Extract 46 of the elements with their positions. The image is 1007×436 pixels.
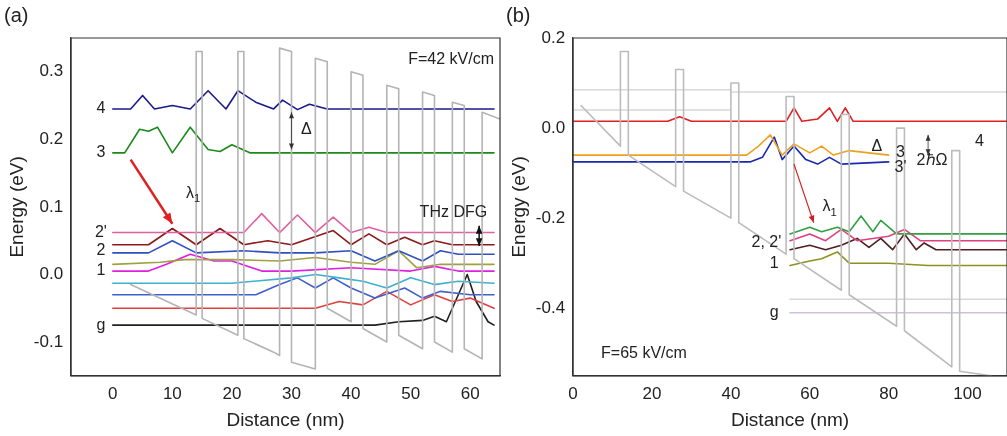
x-tick-label: 80 — [879, 383, 899, 403]
annotation: Δ — [301, 119, 313, 137]
y-tick-label: -0.2 — [535, 207, 566, 227]
annotation: THz DFG — [419, 203, 488, 221]
x-axis-title: Distance (nm) — [730, 408, 850, 430]
y-axis-title: Energy (eV) — [507, 156, 529, 258]
y-tick-label: 0.1 — [39, 196, 64, 216]
annotation: g — [96, 315, 106, 333]
y-axis-title: Energy (eV) — [5, 156, 27, 258]
annotation: 2, 2' — [751, 233, 782, 251]
annotation: 2 — [96, 240, 106, 258]
y-tick-label: 0.2 — [39, 129, 64, 149]
x-tick-label: 50 — [401, 383, 421, 403]
annotation: 3 — [896, 143, 906, 161]
x-tick-label: 40 — [341, 383, 361, 403]
annotation: 3 — [96, 143, 106, 161]
x-axis-title: Distance (nm) — [226, 408, 345, 430]
annotation: 4 — [96, 99, 106, 117]
x-tick-label: 10 — [162, 383, 182, 403]
annotation: F=65 kV/cm — [601, 344, 687, 362]
x-tick-label: 0 — [568, 383, 578, 403]
annotation: g — [769, 303, 779, 321]
annotation: 2' — [94, 222, 107, 240]
annotation: 1 — [769, 253, 779, 271]
annotation: 1 — [96, 261, 106, 279]
y-tick-label: -0.4 — [535, 297, 566, 317]
chart-title: (a) — [4, 3, 29, 26]
x-tick-label: 20 — [642, 383, 662, 403]
x-tick-label: 100 — [953, 383, 982, 403]
y-tick-label: 0.3 — [39, 61, 64, 81]
annotation: Δ — [871, 136, 883, 154]
y-tick-label: 0.0 — [39, 264, 64, 284]
y-tick-label: 0.2 — [541, 27, 566, 47]
y-tick-label: -0.1 — [33, 331, 64, 351]
x-tick-label: 40 — [721, 383, 741, 403]
annotation: 4 — [974, 132, 984, 149]
x-tick-label: 20 — [222, 383, 242, 403]
x-tick-label: 30 — [282, 383, 301, 403]
x-tick-label: 60 — [460, 383, 480, 403]
y-tick-label: 0.0 — [541, 117, 566, 137]
annotation: 3' — [894, 158, 907, 176]
annotation: 2ℏΩ — [916, 151, 948, 169]
x-tick-label: 0 — [108, 383, 118, 403]
chart-title: (b) — [506, 3, 531, 26]
x-tick-label: 60 — [800, 383, 820, 403]
annotation: F=42 kV/cm — [408, 50, 495, 68]
